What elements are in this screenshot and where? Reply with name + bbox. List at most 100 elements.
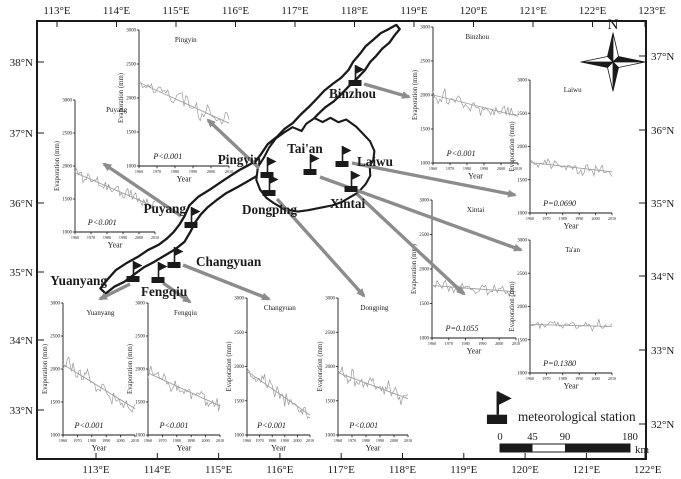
inset-y-tick-label: 3000 [50, 302, 60, 307]
trend-line [138, 81, 230, 124]
evaporation-series-line [246, 367, 311, 419]
inset-y-axis-title: Evaporation (mm) [412, 70, 419, 120]
inset-p-value: P=0.1055 [444, 324, 478, 333]
inset-title: Laiwu [564, 86, 582, 94]
arrow-to-inset-yuanyang [98, 282, 131, 301]
inset-y-axis-title: Evaporation (mm) [411, 244, 418, 294]
inset-y-tick-label: 2000 [325, 365, 335, 370]
right-axis-tick-label: 32°N [651, 419, 674, 431]
inset-x-tick-label: 1980 [463, 166, 471, 171]
inset-p-value: P<0.001 [348, 421, 378, 430]
inset-y-tick-label: 2500 [126, 63, 136, 68]
inset-x-tick-label: 1990 [189, 169, 197, 174]
inset-x-tick-label: 1990 [480, 166, 488, 171]
inset-y-tick-label: 3000 [419, 199, 429, 204]
evaporation-series-line [529, 157, 613, 178]
station-flag-icon-pennant [342, 146, 352, 155]
station-flag-icon-base [348, 80, 362, 86]
top-axis-tick-label: 120°E [460, 5, 488, 17]
bottom-axis-tick-label: 118°E [389, 464, 416, 476]
inset-x-axis-title: Year [177, 444, 192, 453]
scalebar-segment-black [500, 444, 533, 452]
layer-stations: Puyang Pingyin Binzhou Laiwu Xintai Tai'an Yua… [50, 65, 393, 299]
top-axis-tick-label: 121°E [519, 5, 547, 17]
arrow-to-inset-pingyin [206, 118, 261, 170]
inset-y-tick-label: 1000 [517, 212, 527, 217]
arrow-to-inset-xintai [355, 192, 466, 296]
station-flag-icon-pennant [310, 154, 320, 163]
inset-x-tick-label: 2000 [117, 438, 125, 443]
right-axis-tick-label: 35°N [651, 198, 674, 210]
inset-p-value: P<0.001 [87, 218, 117, 227]
trend-line [431, 285, 517, 293]
inset-y-tick-label: 2000 [419, 268, 429, 273]
inset-y-tick-label: 2000 [135, 368, 145, 373]
evaporation-series-line [74, 167, 156, 210]
top-axis-tick-label: 122°E [579, 5, 607, 17]
compass-point [612, 61, 619, 92]
right-axis-tick-label: 33°N [651, 345, 674, 357]
inset-y-tick-label: 2000 [62, 165, 72, 170]
inset-y-axis-title: Evaporation (mm) [42, 344, 49, 394]
inset-y-axis-title: Evaporation (mm) [226, 341, 233, 391]
station-flag-icon-pennant [133, 261, 143, 270]
trend-line [62, 363, 136, 409]
evaporation-series-line [431, 279, 517, 298]
inset-x-tick-label: 1970 [445, 341, 453, 346]
inset-x-tick-label: 1960 [428, 341, 436, 346]
station-flag-icon-pennant [158, 262, 168, 271]
inset-x-tick-label: 2010 [151, 235, 159, 240]
inset-y-tick-label: 2500 [62, 132, 72, 137]
inset-x-tick-label: 1980 [173, 438, 181, 443]
station-flag-icon-base [262, 190, 276, 196]
station-label: Yuanyang [50, 273, 107, 288]
station-flag-icon-pennant [351, 171, 361, 180]
right-axis-tick-label: 36°N [651, 125, 674, 137]
station-flag-icon-pennant [174, 247, 184, 256]
inset-x-tick-label: 2010 [306, 438, 314, 443]
inset-title: Changyuan [264, 304, 296, 312]
inset-x-tick-label: 1990 [478, 341, 486, 346]
station-pingyin: Pingyin [218, 152, 277, 178]
top-axis-tick-label: 113°E [43, 5, 70, 17]
station-flag-icon-base [303, 169, 317, 175]
inset-y-tick-label: 1500 [517, 338, 527, 343]
inset-x-tick-label: 1960 [144, 438, 152, 443]
inset-y-tick-label: 2000 [50, 368, 60, 373]
legend: meteorological station [486, 391, 636, 424]
inset-x-tick-label: 1970 [542, 216, 550, 221]
inset-y-tick-label: 2500 [419, 233, 429, 238]
inset-x-tick-label: 1970 [158, 438, 166, 443]
inset-y-axis-title: Evaporation (mm) [509, 121, 516, 171]
inset-x-tick-label: 1980 [559, 216, 567, 221]
top-axis-tick-label: 114°E [103, 5, 130, 17]
inset-x-tick-label: 1960 [526, 376, 534, 381]
inset-y-tick-label: 2000 [517, 145, 527, 150]
inset-title: Xintai [467, 206, 485, 214]
inset-x-tick-label: 1990 [376, 438, 384, 443]
trend-line [529, 324, 613, 327]
bottom-axis-tick-label: 116°E [266, 464, 293, 476]
station-flag-icon-base [184, 222, 198, 228]
inset-title: Binzhou [465, 33, 489, 41]
scalebar-segment-black [565, 444, 630, 452]
inset-y-tick-label: 1500 [517, 178, 527, 183]
inset-x-tick-label: 1990 [281, 438, 289, 443]
river-corridor-boundary [99, 23, 401, 295]
left-axis-tick-label: 38°N [10, 57, 33, 69]
bottom-axis-tick-label: 121°E [573, 464, 601, 476]
inset-y-tick-label: 1000 [62, 231, 72, 236]
inset-y-tick-label: 1000 [126, 165, 136, 170]
inset-y-tick-label: 1500 [420, 128, 430, 133]
station-label: Tai'an [287, 141, 323, 156]
inset-y-axis-title: Evaporation (mm) [127, 344, 134, 394]
inset-x-tick-label: 1960 [429, 166, 437, 171]
scalebar-tick-label: 90 [560, 432, 571, 443]
inset-x-axis-title: Year [564, 222, 579, 231]
